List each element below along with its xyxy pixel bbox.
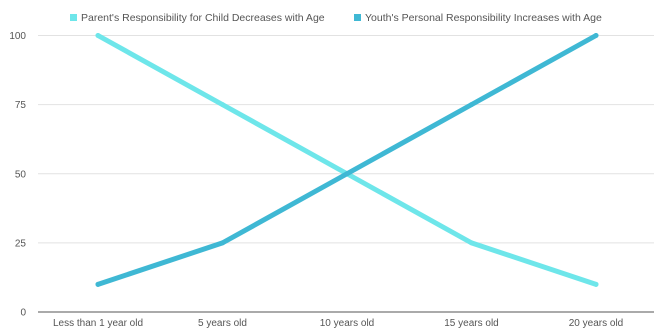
series-line-1 [95,33,599,287]
series-line-0 [95,33,599,287]
data-point [469,240,474,246]
data-point [220,240,225,246]
data-point [469,102,474,108]
x-tick-label: Less than 1 year old [53,318,143,329]
legend-label-youth: Youth's Personal Responsibility Increase… [365,12,602,24]
data-point [593,33,599,38]
y-tick-label: 50 [15,169,27,180]
data-point [344,171,350,177]
series-lines [95,33,599,287]
x-axis-ticks: Less than 1 year old 5 years old 10 year… [53,318,623,329]
y-axis-ticks: 0 25 50 75 100 [9,31,26,319]
y-tick-label: 0 [20,308,26,319]
legend: Parent's Responsibility for Child Decrea… [70,12,602,24]
y-tick-label: 25 [15,238,27,249]
data-point [95,33,101,38]
x-tick-label: 15 years old [444,318,498,329]
x-tick-label: 20 years old [569,318,623,329]
x-tick-label: 5 years old [198,318,247,329]
y-tick-label: 100 [9,31,26,42]
legend-label-parent: Parent's Responsibility for Child Decrea… [81,12,325,24]
x-tick-label: 10 years old [320,318,374,329]
data-point [220,102,225,108]
data-point [95,281,101,287]
legend-swatch-parent [70,14,77,21]
legend-swatch-youth [354,14,361,21]
y-tick-label: 75 [15,100,27,111]
data-point [593,281,599,287]
